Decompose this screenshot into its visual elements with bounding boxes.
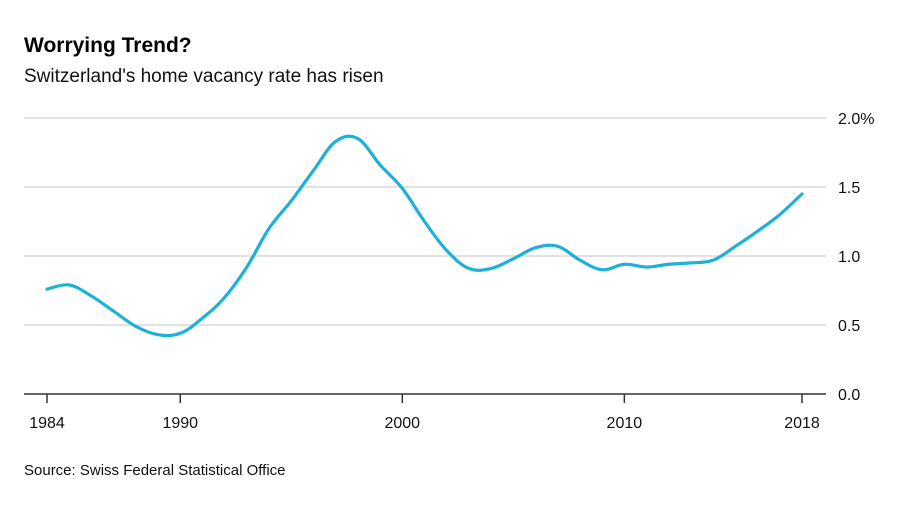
series <box>45 134 804 338</box>
gridlines <box>24 117 826 326</box>
y-tick-label: 0.0 <box>838 387 860 404</box>
x-tick-label: 1990 <box>162 415 198 432</box>
y-tick-label: 1.0 <box>838 249 860 266</box>
axes <box>24 393 826 403</box>
chart-subtitle: Switzerland's home vacancy rate has rise… <box>24 66 384 87</box>
y-tick-label: 1.5 <box>838 180 860 197</box>
series-line <box>45 134 804 338</box>
source-note: Source: Swiss Federal Statistical Office <box>24 462 286 479</box>
y-tick-label: 2.0% <box>838 111 874 128</box>
x-tick-label: 2010 <box>607 415 643 432</box>
chart-title: Worrying Trend? <box>24 34 192 57</box>
tick-labels: 0.0 0.5 1.0 1.5 2.0% 1984 1990 2000 2010 2018 <box>29 111 874 432</box>
x-tick-label: 2018 <box>784 415 820 432</box>
x-tick-label: 1984 <box>29 415 65 432</box>
y-tick-label: 0.5 <box>838 318 860 335</box>
x-tick-label: 2000 <box>384 415 420 432</box>
